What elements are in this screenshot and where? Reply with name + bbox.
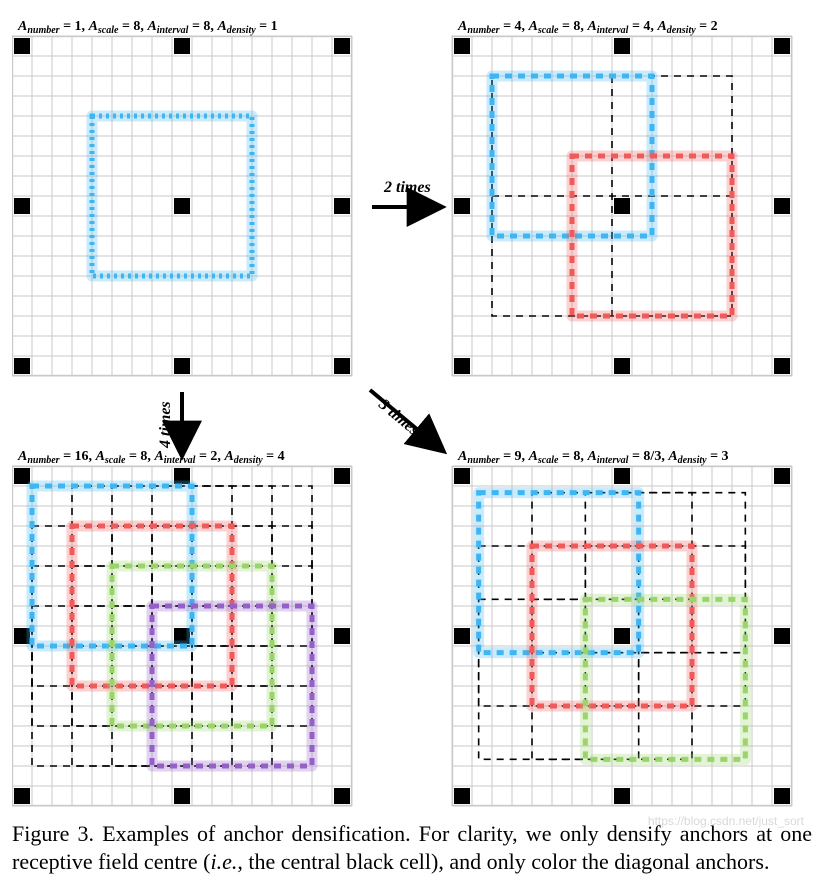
caption-tail: , the central black cell), and only colo…: [237, 849, 769, 874]
panel-bl: Anumber = 16, Ascale = 8, Ainterval = 2,…: [12, 449, 352, 806]
caption-ie: i.e.: [210, 849, 237, 874]
arrow-label: 2 times: [383, 179, 431, 196]
figure-container: Anumber = 1, Ascale = 8, Ainterval = 8, …: [12, 12, 812, 876]
panel-tl-title: Anumber = 1, Ascale = 8, Ainterval = 8, …: [17, 19, 278, 36]
panel-tr: Anumber = 4, Ascale = 8, Ainterval = 4, …: [452, 19, 792, 376]
panel-br: Anumber = 9, Ascale = 8, Ainterval = 8/3…: [452, 449, 792, 806]
figure-caption: Figure 3. Examples of anchor densificati…: [12, 820, 812, 876]
panel-bl-title: Anumber = 16, Ascale = 8, Ainterval = 2,…: [17, 449, 285, 466]
arrow-label: 4 times: [157, 401, 174, 449]
panel-br-title: Anumber = 9, Ascale = 8, Ainterval = 8/3…: [457, 449, 729, 466]
figure-svg: Anumber = 1, Ascale = 8, Ainterval = 8, …: [12, 12, 812, 812]
panel-tr-title: Anumber = 4, Ascale = 8, Ainterval = 4, …: [457, 19, 718, 36]
caption-prefix: Figure 3.: [12, 821, 102, 846]
arrow-label: 3 times: [375, 395, 422, 439]
panel-tl: Anumber = 1, Ascale = 8, Ainterval = 8, …: [12, 19, 352, 376]
